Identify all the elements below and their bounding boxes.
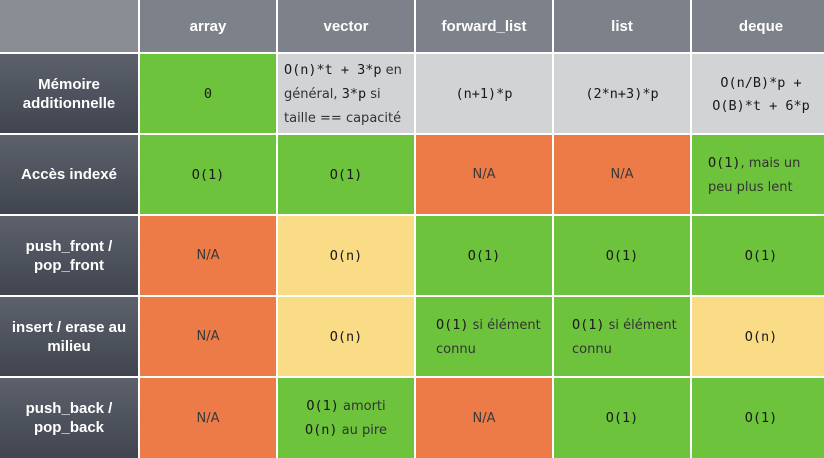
cell-value: (2*n+3)*p (585, 85, 659, 102)
table-cell: O(1) si élément connu (416, 297, 552, 376)
table-cell: O(1) (554, 378, 690, 458)
row-header-insert-erase: insert / erase au milieu (0, 297, 138, 376)
cell-value: N/A (610, 167, 634, 182)
table-cell: N/A (140, 216, 276, 295)
cell-text: connu (436, 341, 476, 357)
cell-value: O(1) (605, 410, 639, 426)
table-cell: O(1) si élément connu (554, 297, 690, 376)
cell-value: O(1) (605, 247, 639, 264)
cell-value: O(n) (744, 328, 778, 345)
row-header-acces: Accès indexé (0, 135, 138, 214)
row-header-push-back: push_back / pop_back (0, 378, 138, 458)
cell-code: O(n/B)*p + (720, 74, 802, 91)
cell-value: O(1) (744, 410, 778, 426)
table-cell: (n+1)*p (416, 54, 552, 133)
cell-text: si élément (604, 317, 677, 333)
cell-code: O(B)*t + 6*p (712, 97, 810, 114)
cell-value: O(n) (329, 247, 363, 264)
cell-value: O(1) (191, 166, 225, 183)
cell-text: général, (284, 86, 342, 102)
cell-text: peu plus lent (708, 179, 793, 195)
table-cell: O(n/B)*p + O(B)*t + 6*p (692, 54, 824, 133)
cell-text: au pire (337, 423, 387, 438)
table-cell: O(1) (554, 216, 690, 295)
cell-value: N/A (196, 248, 220, 263)
table-cell: 0 (140, 54, 276, 133)
cell-code: O(1) (708, 154, 741, 171)
col-header-list: list (554, 0, 690, 52)
cell-value: N/A (196, 329, 220, 344)
row-header-push-front: push_front / pop_front (0, 216, 138, 295)
table-cell: O(1) (692, 378, 824, 458)
table-corner (0, 0, 138, 52)
table-cell: O(n)*t + 3*p en général, 3*p si taille =… (278, 54, 414, 133)
cell-value: O(n) (329, 328, 363, 345)
cell-value: N/A (196, 410, 220, 426)
cell-text: si (366, 86, 381, 102)
cell-text: connu (572, 341, 612, 357)
cell-text: , mais un (740, 155, 801, 171)
col-header-vector: vector (278, 0, 414, 52)
row-header-memoire: Mémoire additionnelle (0, 54, 138, 133)
col-header-array: array (140, 0, 276, 52)
table-cell: O(1) (278, 135, 414, 214)
col-header-forward-list: forward_list (416, 0, 552, 52)
table-cell: N/A (416, 378, 552, 458)
cell-value: N/A (472, 167, 496, 182)
cell-value: O(1) (467, 247, 501, 264)
cell-value: O(1) (744, 247, 778, 264)
table-cell: N/A (140, 378, 276, 458)
cell-value: (n+1)*p (455, 85, 513, 102)
table-cell: N/A (416, 135, 552, 214)
table-cell: O(1) (416, 216, 552, 295)
cell-code: O(n) (305, 422, 338, 438)
table-cell: O(n) (278, 216, 414, 295)
table-cell: N/A (554, 135, 690, 214)
table-cell: O(1) (692, 216, 824, 295)
cell-code: O(n)*t + 3*p (284, 61, 382, 78)
table-cell: O(n) (278, 297, 414, 376)
col-header-deque: deque (692, 0, 824, 52)
table-cell: (2*n+3)*p (554, 54, 690, 133)
table-cell: N/A (140, 297, 276, 376)
table-cell: O(1) (140, 135, 276, 214)
cell-value: O(1) (329, 166, 363, 183)
cell-text: en (381, 62, 402, 78)
table-cell: O(1), mais un peu plus lent (692, 135, 824, 214)
table-cell: O(1) amorti O(n) au pire (278, 378, 414, 458)
cell-value: 0 (203, 85, 213, 102)
cell-text: si élément (468, 317, 541, 333)
cell-code: O(1) (436, 316, 469, 333)
table-cell: O(n) (692, 297, 824, 376)
cell-code: 3*p (341, 85, 367, 102)
cell-text: amorti (338, 399, 386, 414)
cell-code: O(1) (572, 316, 605, 333)
cell-code: O(1) (306, 398, 339, 414)
cell-value: N/A (472, 410, 496, 426)
cell-text: taille == capacité (284, 110, 402, 126)
